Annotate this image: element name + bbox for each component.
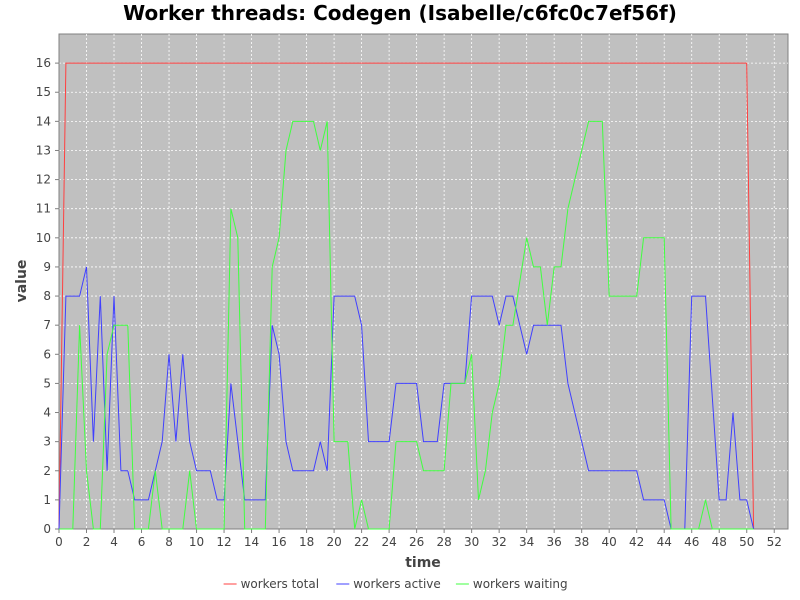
series-line-workers-total [58, 62, 755, 530]
y-tick-label: 9 [43, 260, 51, 274]
x-tick-label: 24 [381, 535, 396, 549]
y-tick-label: 16 [36, 56, 51, 70]
y-tick-label: 8 [43, 289, 51, 303]
x-axis-label: time [405, 555, 441, 571]
x-tick-label: 0 [55, 535, 63, 549]
y-tick-label: 10 [36, 231, 51, 245]
y-tick-label: 14 [36, 114, 51, 128]
x-tick-label: 22 [354, 535, 369, 549]
x-tick-label: 50 [739, 535, 754, 549]
series-line-workers-active [58, 266, 755, 530]
x-tick-label: 18 [299, 535, 314, 549]
y-tick-label: 1 [43, 493, 51, 507]
x-tick-label: 44 [657, 535, 672, 549]
x-tick-label: 14 [244, 535, 259, 549]
y-tick-label: 2 [43, 464, 51, 478]
y-tick-label: 4 [43, 406, 51, 420]
y-tick-label: 5 [43, 376, 51, 390]
x-tick-label: 36 [547, 535, 562, 549]
x-tick-label: 46 [684, 535, 699, 549]
x-tick-label: 10 [189, 535, 204, 549]
x-tick-label: 48 [712, 535, 727, 549]
x-tick-label: 2 [83, 535, 91, 549]
series-lines [58, 62, 755, 530]
legend-label-workers-total: workers total [241, 577, 319, 591]
x-tick-label: 20 [326, 535, 341, 549]
x-tick-label: 52 [767, 535, 782, 549]
y-tick-label: 13 [36, 143, 51, 157]
legend-label-workers-active: workers active [353, 577, 440, 591]
x-tick-label: 12 [216, 535, 231, 549]
x-tick-label: 38 [574, 535, 589, 549]
plot-area [58, 33, 789, 530]
x-tick-label: 6 [138, 535, 146, 549]
x-tick-label: 8 [165, 535, 173, 549]
y-axis-label: value [14, 260, 30, 303]
x-tick-label: 34 [519, 535, 534, 549]
chart-title: Worker threads: Codegen (Isabelle/c6fc0c… [123, 1, 677, 25]
x-tick-label: 40 [602, 535, 617, 549]
y-tick-label: 0 [43, 522, 51, 536]
y-tick-label: 12 [36, 173, 51, 187]
y-tick-label: 11 [36, 202, 51, 216]
x-tick-label: 26 [409, 535, 424, 549]
x-tick-label: 32 [492, 535, 507, 549]
series-line-workers-waiting [59, 120, 754, 530]
x-tick-label: 30 [464, 535, 479, 549]
legend-label-workers-waiting: workers waiting [473, 577, 568, 591]
x-ticks: 0 2 4 6 8 10 12 14 16 18 20 22 24 26 28 30 32 34 36 38 40 42 4… [55, 529, 782, 549]
y-tick-label: 7 [43, 318, 51, 332]
legend: workers total workers active workers waiti… [223, 577, 568, 591]
x-tick-label: 42 [629, 535, 644, 549]
x-tick-label: 4 [110, 535, 118, 549]
y-tick-label: 6 [43, 347, 51, 361]
x-tick-label: 28 [436, 535, 451, 549]
y-tick-label: 3 [43, 435, 51, 449]
x-tick-label: 16 [271, 535, 286, 549]
y-tick-label: 15 [36, 85, 51, 99]
